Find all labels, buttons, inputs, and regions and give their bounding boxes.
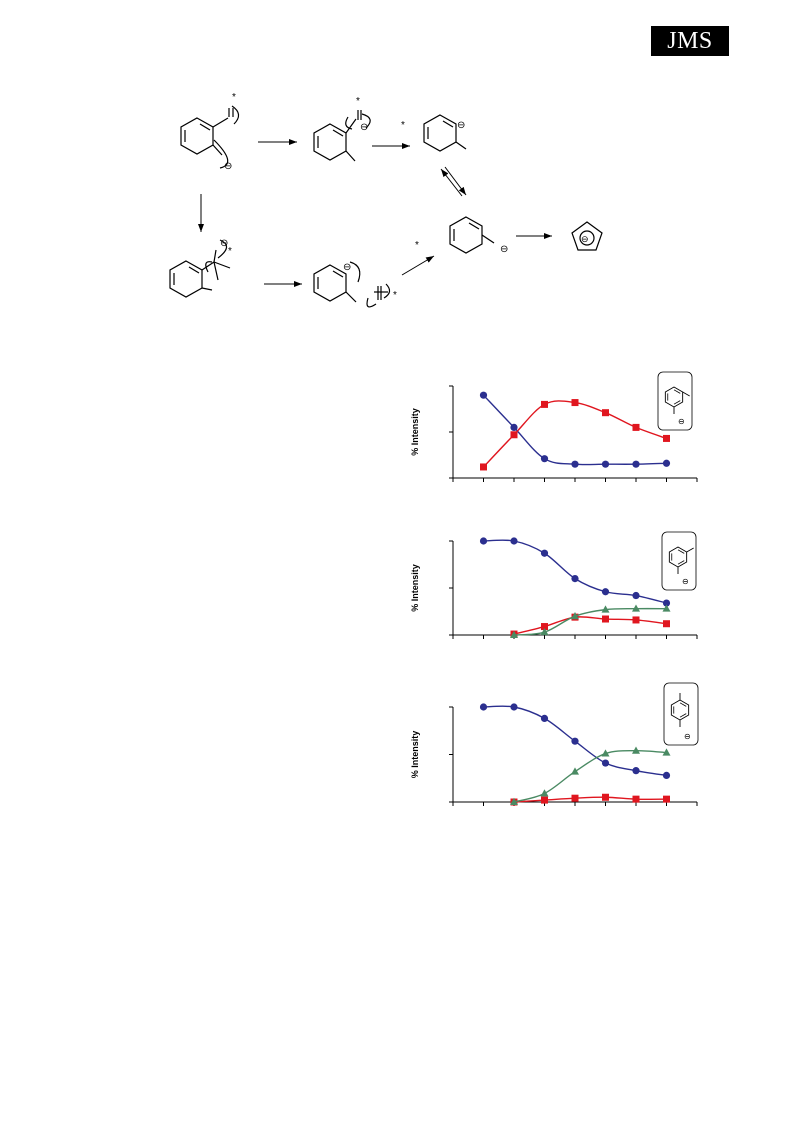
star-mark: * — [415, 240, 419, 251]
anion-charge: ⊖ — [224, 161, 232, 172]
data-point — [571, 794, 579, 802]
data-point — [510, 797, 518, 805]
reactant-benzyne-adduct — [180, 105, 240, 169]
data-point — [632, 746, 640, 754]
data-point — [510, 630, 518, 638]
data-point — [602, 793, 609, 801]
series-line — [513, 607, 667, 636]
equilibrium-arrow — [440, 168, 463, 197]
anion-charge: ⊖ — [360, 122, 368, 133]
data-point — [540, 789, 549, 797]
data-point — [571, 737, 579, 745]
inset-para-structure: ⊖ — [663, 682, 699, 746]
series-line — [513, 616, 667, 635]
data-point — [480, 463, 487, 471]
data-point — [632, 604, 640, 612]
data-point — [663, 434, 670, 442]
inset-ortho-structure: ⊖ — [657, 371, 693, 431]
svg-text:⊖: ⊖ — [682, 577, 689, 586]
star-mark: * — [401, 120, 405, 131]
intermediate-7 — [313, 261, 391, 308]
data-point — [601, 759, 610, 767]
data-point — [662, 748, 671, 756]
svg-text:⊖: ⊖ — [684, 732, 691, 741]
data-point — [540, 627, 549, 636]
data-point — [632, 767, 640, 775]
equilibrium-arrow — [444, 166, 467, 196]
data-point — [541, 623, 548, 631]
star-mark: * — [228, 246, 232, 257]
anion-charge: ⊖ — [581, 234, 589, 244]
anion-charge: ⊖ — [220, 238, 228, 249]
series-line — [483, 539, 667, 604]
inset-meta-structure: ⊖ — [661, 531, 697, 591]
data-point — [632, 795, 640, 803]
data-point — [479, 703, 488, 711]
data-point — [479, 537, 488, 545]
data-point — [602, 615, 609, 623]
data-point — [663, 620, 670, 628]
anion-charge: ⊖ — [343, 262, 351, 273]
reaction-scheme: * ⊖ * ⊖ ⊖ * ⊖ * ⊖ — [169, 92, 603, 308]
data-point — [601, 588, 610, 596]
series-line — [513, 796, 667, 803]
data-point — [571, 399, 579, 407]
intermediate-6 — [169, 239, 231, 298]
y-axis-label: % Intensity — [410, 408, 420, 456]
data-point — [510, 431, 518, 439]
intermediate-2 — [313, 110, 371, 162]
intensity-charts: % Intensity ⊖ % Intensity ⊖ % Intensity ⊖ — [410, 371, 699, 806]
data-point — [479, 391, 488, 399]
anion-charge: ⊖ — [500, 244, 508, 255]
aryl-anion-3 — [423, 114, 467, 152]
data-point — [662, 459, 671, 467]
star-mark: * — [356, 96, 360, 107]
data-point — [662, 604, 671, 612]
anion-charge: ⊖ — [457, 120, 465, 131]
data-point — [662, 599, 671, 607]
series-line — [513, 749, 667, 803]
data-point — [601, 605, 610, 613]
y-axis-label: % Intensity — [410, 731, 420, 779]
data-point — [632, 616, 640, 624]
data-point — [571, 575, 579, 583]
data-point — [632, 591, 640, 600]
star-mark: * — [232, 92, 236, 103]
data-point — [510, 537, 518, 545]
data-point — [571, 460, 579, 468]
data-point — [510, 703, 518, 711]
data-point — [663, 795, 670, 803]
journal-logo: JMS — [651, 26, 729, 56]
data-point — [571, 612, 579, 620]
data-point — [510, 423, 518, 431]
data-point — [602, 409, 609, 417]
data-point — [601, 460, 610, 468]
data-point — [540, 549, 549, 557]
data-point — [662, 771, 671, 779]
cyclopentadienyl-anion — [571, 221, 603, 251]
data-point — [632, 460, 640, 468]
star-mark: * — [393, 290, 397, 301]
data-point — [540, 714, 549, 722]
data-point — [541, 796, 548, 804]
y-axis-label: % Intensity — [410, 564, 420, 612]
data-point — [540, 455, 549, 463]
data-point — [601, 749, 610, 757]
svg-text:⊖: ⊖ — [678, 417, 685, 426]
data-point — [571, 767, 579, 775]
data-point — [541, 400, 548, 408]
reaction-arrow — [401, 255, 435, 276]
data-point — [632, 423, 640, 431]
benzyl-anion — [449, 216, 495, 254]
